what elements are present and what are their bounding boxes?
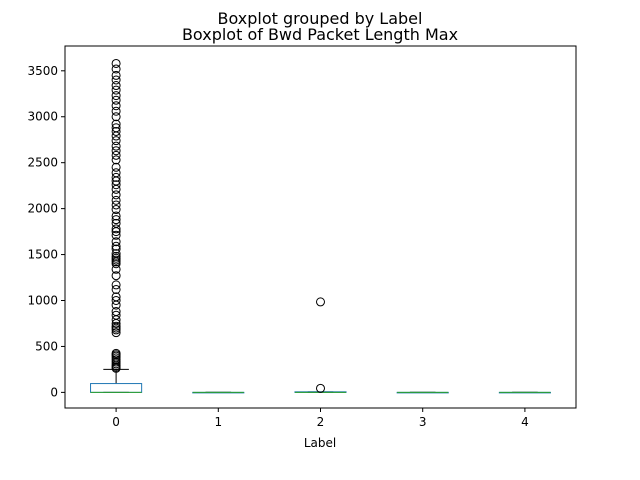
outlier-point (111, 292, 121, 302)
outlier-point (111, 112, 121, 122)
outlier-point (111, 323, 121, 333)
y-axis: 0 500 1000 1500 2000 2500 3000 3500 (27, 64, 65, 399)
outlier-point (111, 328, 121, 338)
y-tick-label: 500 (35, 339, 58, 353)
box-group-2 (294, 297, 347, 393)
outlier-point (111, 237, 121, 247)
y-tick-label: 1000 (27, 294, 58, 308)
outlier-point (111, 296, 121, 306)
outlier-point (111, 162, 121, 172)
outlier-point (111, 271, 121, 281)
outlier-point (111, 155, 121, 165)
outlier-point (111, 58, 121, 68)
outlier-point (111, 168, 121, 178)
outlier-point (111, 184, 121, 194)
outlier-point (111, 141, 121, 151)
outlier-point (111, 75, 121, 85)
outlier-point (111, 126, 121, 136)
outlier-point (111, 200, 121, 210)
outlier-point (111, 136, 121, 146)
chart-suptitle: Boxplot grouped by Label (218, 9, 423, 28)
outlier-point (111, 348, 121, 358)
outlier-point (111, 95, 121, 105)
outlier-point (111, 249, 121, 259)
outlier-point (111, 321, 121, 331)
x-tick-label: 1 (214, 415, 222, 429)
outlier-point (111, 81, 121, 91)
outlier-point (111, 280, 121, 290)
box-group-3 (396, 391, 449, 394)
outlier-point (111, 101, 121, 111)
y-tick-label: 0 (50, 385, 58, 399)
outlier-point (111, 106, 121, 116)
outlier-point (111, 241, 121, 251)
plot-area (90, 58, 551, 394)
outlier-point (111, 150, 121, 160)
outlier-point (111, 215, 121, 225)
box-group-0 (90, 58, 143, 393)
outlier-point (316, 297, 325, 307)
outlier-point (111, 91, 121, 101)
outlier-point (111, 119, 121, 129)
outlier-point (111, 307, 121, 317)
outlier-point (111, 211, 121, 221)
outlier-point (316, 383, 325, 393)
box-group-4 (498, 391, 551, 394)
y-tick-label: 3500 (27, 64, 58, 78)
outlier-point (111, 218, 121, 228)
box-group-1 (192, 391, 245, 394)
plot-frame (64, 45, 577, 409)
outlier-point (111, 131, 121, 141)
outlier-point (111, 244, 121, 254)
box (90, 383, 143, 393)
y-tick-label: 3000 (27, 110, 58, 124)
x-tick-label: 0 (112, 415, 120, 429)
y-tick-label: 1500 (27, 248, 58, 262)
outlier-point (111, 357, 121, 367)
outlier-point (111, 230, 121, 240)
outlier-point (111, 205, 121, 215)
outlier-point (111, 195, 121, 205)
outlier-point (111, 190, 121, 200)
outlier-point (111, 172, 121, 182)
chart-title: Boxplot of Bwd Packet Length Max (182, 25, 458, 44)
y-tick-label: 2500 (27, 156, 58, 170)
x-axis: 0 1 2 3 4 (112, 408, 529, 429)
x-tick-label: 2 (317, 415, 325, 429)
outlier-point (111, 224, 121, 234)
outlier-point (111, 284, 121, 294)
x-tick-label: 3 (419, 415, 427, 429)
outlier-point (111, 64, 121, 74)
outlier-point (111, 146, 121, 156)
x-axis-label: Label (304, 436, 336, 450)
outlier-point (111, 264, 121, 274)
outlier-point (111, 85, 121, 95)
outlier-point (111, 251, 121, 261)
outlier-point (111, 180, 121, 190)
outlier-point (111, 70, 121, 80)
outlier-point (111, 310, 121, 320)
y-tick-label: 2000 (27, 202, 58, 216)
x-tick-label: 4 (521, 415, 529, 429)
outlier-point (111, 123, 121, 133)
